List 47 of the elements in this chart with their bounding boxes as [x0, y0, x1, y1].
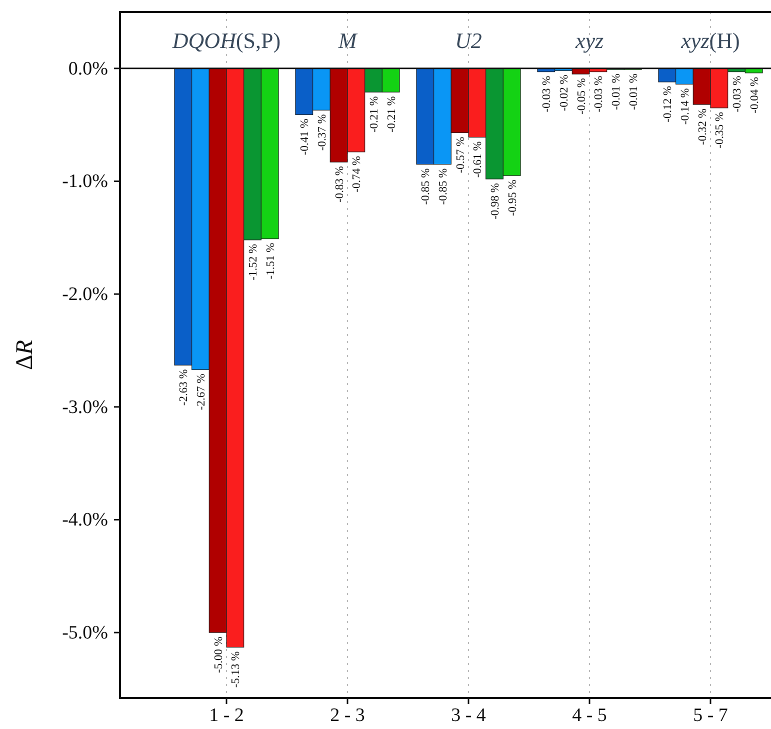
y-axis-title: ΔR	[12, 340, 38, 370]
x-tick-label: 4 - 5	[572, 705, 607, 726]
data-label: -2.63 %	[178, 368, 190, 406]
data-label: -0.21 %	[386, 96, 398, 133]
data-label: -0.02 %	[558, 74, 570, 112]
data-label: -0.95 %	[506, 179, 519, 216]
data-label: -0.01 %	[628, 73, 640, 110]
data-label: -0.32 %	[696, 108, 709, 145]
data-label: -0.04 %	[748, 76, 761, 114]
data-label: -0.41 %	[299, 118, 312, 156]
data-label: -0.57 %	[454, 136, 467, 174]
y-tick-label: -4.0%	[62, 510, 108, 531]
data-label: -0.12 %	[662, 86, 674, 122]
data-label: -0.37 %	[316, 114, 328, 151]
data-label: -2.67 %	[195, 373, 208, 410]
data-label: -0.01 %	[610, 73, 623, 110]
data-label: -0.98 %	[490, 182, 502, 220]
data-label: -0.61 %	[472, 140, 484, 178]
annotation: U2	[455, 28, 482, 54]
data-label: -0.74 %	[351, 156, 364, 192]
y-tick-label: -5.0%	[62, 622, 108, 644]
data-label: -1.51 %	[264, 242, 277, 280]
data-label: -0.35 %	[714, 111, 726, 148]
data-label: -5.13 %	[230, 650, 242, 688]
data-label: -0.03 %	[541, 75, 554, 112]
data-label: -0.03 %	[732, 75, 744, 112]
data-label: -0.14 %	[679, 88, 692, 125]
x-tick-label: 2 - 3	[330, 705, 365, 726]
annotation: M	[337, 28, 358, 54]
x-tick-label: 5 - 7	[693, 705, 728, 726]
y-tick-label: 0.0%	[68, 58, 108, 80]
y-tick-label: -1.0%	[62, 171, 108, 192]
data-label: -0.85 %	[420, 168, 432, 205]
annotation: xyz(H)	[680, 28, 740, 54]
y-tick-label: -2.0%	[62, 284, 108, 306]
data-label: -0.85 %	[437, 168, 450, 205]
x-tick-label: 1 - 2	[209, 705, 244, 726]
data-label: -1.52 %	[248, 244, 260, 280]
x-tick-label: 3 - 4	[451, 705, 486, 726]
y-tick-label: -3.0%	[62, 396, 108, 418]
annotation: DQOH(S,P)	[171, 28, 281, 54]
data-label: -0.83 %	[334, 166, 346, 202]
data-label: -0.21 %	[368, 96, 381, 133]
data-label: -0.03 %	[593, 75, 606, 112]
data-label: -0.05 %	[576, 78, 588, 114]
annotation: xyz	[574, 28, 604, 54]
data-label: -5.00 %	[212, 636, 225, 673]
